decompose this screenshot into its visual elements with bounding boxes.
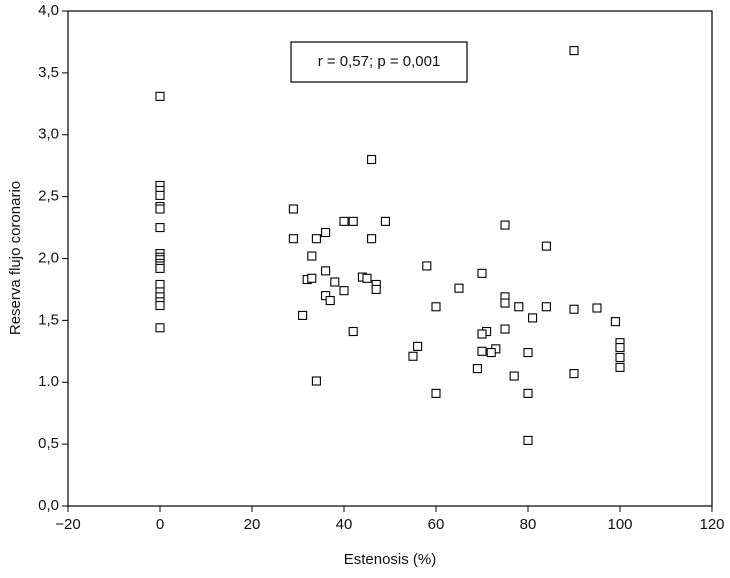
x-tick-label: 100 <box>607 516 632 533</box>
point <box>528 313 538 323</box>
x-tick-label: 80 <box>520 516 537 533</box>
point <box>523 435 533 445</box>
point <box>298 310 308 320</box>
point <box>321 291 331 301</box>
point <box>408 351 418 361</box>
point <box>330 277 340 287</box>
point <box>541 302 551 312</box>
point <box>367 234 377 244</box>
point <box>541 241 551 251</box>
y-tick-label: 3,0 <box>38 126 59 143</box>
point <box>380 216 390 226</box>
point <box>523 347 533 358</box>
point <box>509 371 519 381</box>
x-tick-label: 60 <box>428 516 445 533</box>
x-tick-label: 120 <box>699 516 724 533</box>
point <box>155 300 165 311</box>
point <box>155 279 165 290</box>
point <box>307 251 317 261</box>
point <box>155 91 165 101</box>
x-tick-label: 20 <box>244 516 261 533</box>
point <box>362 273 372 283</box>
point <box>288 234 298 244</box>
point <box>569 46 579 56</box>
y-tick-label: 1,5 <box>38 311 59 328</box>
point <box>610 317 620 327</box>
x-tick-label: 40 <box>336 516 353 533</box>
point <box>477 268 487 278</box>
point <box>477 346 487 356</box>
point <box>615 343 625 353</box>
point <box>321 227 331 238</box>
annotation: r = 0,57; p = 0,001 <box>318 53 441 70</box>
point <box>348 326 358 337</box>
point <box>500 324 510 334</box>
point <box>307 273 317 283</box>
point <box>615 362 625 372</box>
point <box>339 216 349 226</box>
y-axis-label: Reserva flujo coronario <box>7 181 24 335</box>
point <box>569 369 579 379</box>
point <box>486 347 496 358</box>
point <box>339 286 349 296</box>
y-tick-label: 0,5 <box>38 435 59 452</box>
point <box>371 284 381 294</box>
point <box>155 263 165 273</box>
y-tick-label: 3,5 <box>38 64 59 81</box>
point <box>288 204 298 214</box>
point <box>155 204 165 214</box>
annotation-box <box>290 41 468 83</box>
y-tick-label: 2,5 <box>38 188 59 205</box>
point <box>431 302 441 312</box>
point <box>321 266 331 276</box>
y-tick-label: 4,0 <box>38 2 59 19</box>
point <box>311 376 321 386</box>
point <box>523 388 533 398</box>
y-tick-label: 2,0 <box>38 249 59 266</box>
point <box>367 154 377 165</box>
point <box>477 329 487 339</box>
x-tick-label: 0 <box>156 516 164 533</box>
x-tick-label: −20 <box>55 516 80 533</box>
y-tick-label: 1.0 <box>38 373 59 390</box>
point <box>155 323 165 333</box>
point <box>615 352 625 363</box>
point <box>325 296 335 306</box>
plot-frame <box>67 10 713 507</box>
point <box>311 234 321 244</box>
point <box>155 223 165 233</box>
point <box>500 298 510 308</box>
point <box>422 261 432 271</box>
x-axis-label: Estenosis (%) <box>344 551 437 568</box>
point <box>155 190 165 200</box>
y-tick-label: 0,0 <box>38 497 59 514</box>
point <box>500 220 510 230</box>
point <box>592 303 602 313</box>
point <box>413 341 423 351</box>
point <box>431 388 441 398</box>
point <box>454 283 464 293</box>
point <box>569 304 579 314</box>
point <box>472 364 482 374</box>
point <box>514 302 524 312</box>
point <box>348 216 358 226</box>
